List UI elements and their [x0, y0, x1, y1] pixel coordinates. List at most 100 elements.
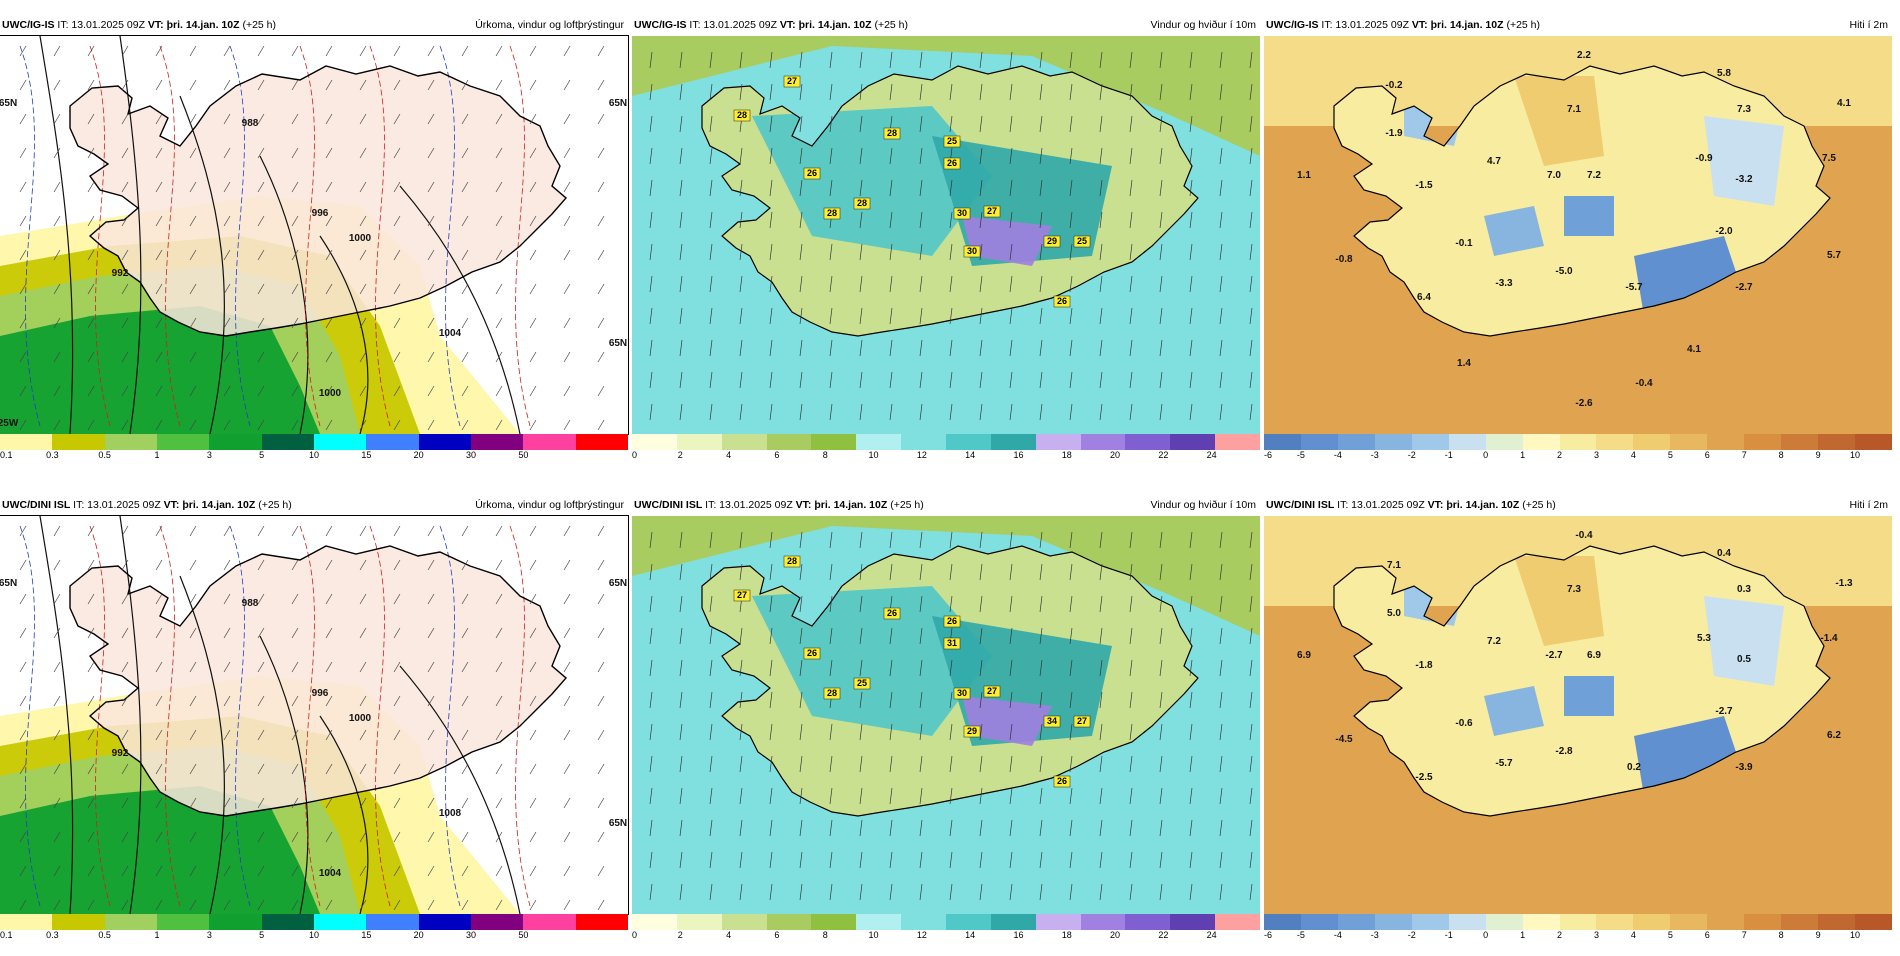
wind-arrow — [709, 83, 713, 101]
color-scale-swatch — [1781, 914, 1819, 930]
wind-barb — [529, 729, 537, 741]
temperature-label: -0.9 — [1695, 153, 1713, 164]
color-scale-label: 0 — [632, 930, 638, 940]
wind-barb — [223, 559, 231, 571]
color-scale-label: 6 — [1704, 930, 1710, 940]
wind-arrow — [859, 83, 863, 101]
temperature-contour — [19, 525, 41, 907]
wind-arrow — [919, 883, 923, 901]
wind-barb — [597, 661, 605, 673]
wind-barb — [189, 797, 197, 809]
wind-arrow — [1249, 115, 1253, 133]
wind-barb — [325, 729, 333, 741]
wind-barb — [257, 865, 265, 877]
panel-header: UWC/DINI ISL IT: 13.01.2025 09Z VT: þri.… — [1264, 496, 1892, 515]
wind-barb — [597, 525, 605, 537]
wind-barb — [19, 181, 27, 193]
color-scale-label: -6 — [1264, 450, 1273, 460]
forecast-panel: UWC/DINI ISL IT: 13.01.2025 09Z VT: þri.… — [632, 496, 1261, 956]
wind-barb — [495, 147, 503, 159]
wind-barb — [495, 113, 503, 125]
wind-barb — [291, 797, 299, 809]
wind-barb — [597, 249, 605, 261]
cold-area — [1704, 116, 1784, 206]
wind-label-box — [853, 197, 871, 210]
wind-arrow — [859, 595, 863, 613]
wind-barb — [189, 147, 197, 159]
wind-arrow — [919, 243, 923, 261]
wind-arrow — [799, 595, 803, 613]
wind-arrow — [919, 755, 923, 773]
wind-barb — [189, 763, 197, 775]
color-scale-label: 7 — [1741, 450, 1747, 460]
wind-arrow — [1219, 83, 1223, 101]
grid-label: 65N — [0, 578, 17, 589]
wind-barb — [563, 797, 571, 809]
model-name: UWC/DINI ISL — [634, 499, 703, 511]
wind-arrow — [769, 275, 773, 293]
wind-barb — [597, 831, 605, 843]
wind-arrow — [1039, 51, 1043, 69]
color-scale-label: 5 — [259, 930, 265, 940]
wind-arrow — [1159, 211, 1163, 229]
grid-label: 65N — [609, 98, 627, 109]
wind-barb — [19, 593, 27, 605]
wind-arrow — [829, 83, 833, 101]
wind-arrow — [769, 211, 773, 229]
wind-arrow — [1159, 883, 1163, 901]
wind-arrow — [1159, 723, 1163, 741]
wind-label-box — [953, 687, 971, 700]
wind-arrow — [649, 787, 653, 805]
wind-barb — [155, 113, 163, 125]
wind-arrow — [1039, 851, 1043, 869]
wind-arrow — [979, 819, 983, 837]
wind-arrow — [1189, 51, 1193, 69]
wind-label-box — [803, 167, 821, 180]
wind-barb — [19, 249, 27, 261]
wind-barb — [529, 215, 537, 227]
color-scale-swatch — [990, 914, 1037, 930]
wind-barb — [325, 351, 333, 363]
wind-barb — [359, 215, 367, 227]
wind-arrow — [1249, 147, 1253, 165]
wind-arrow — [1219, 627, 1223, 645]
wind-arrow — [799, 659, 803, 677]
wind-barb — [19, 831, 27, 843]
wind-arrow — [1069, 851, 1073, 869]
wind-barb — [223, 215, 231, 227]
color-scale-label: -5 — [1296, 450, 1305, 460]
wind-arrow — [1069, 659, 1073, 677]
color-scale-label: 5 — [1667, 450, 1673, 460]
wind-arrow — [949, 787, 953, 805]
wind-arrow — [889, 563, 893, 581]
wind-barb — [257, 385, 265, 397]
color-scale-label: 6 — [1704, 450, 1710, 460]
wind-arrow — [1039, 883, 1043, 901]
wind-barb — [359, 627, 367, 639]
wind-arrow — [739, 339, 743, 357]
wind-arrow — [1219, 211, 1223, 229]
wind-arrow — [1039, 307, 1043, 325]
wind-barb — [325, 79, 333, 91]
temperature-label: -0.8 — [1335, 254, 1353, 265]
wind-arrow — [1099, 403, 1103, 421]
wind-arrow — [679, 691, 683, 709]
wind-arrow — [1189, 147, 1193, 165]
initial-time: IT: 13.01.2025 09Z — [702, 499, 796, 511]
map-area: -0.4 0.4 7.1 -1.3 5.0 7.3 0.3 6.9 7.2 -2.7 6.9 5.3 -… — [1264, 516, 1892, 914]
wind-barb — [427, 525, 435, 537]
wind-label-box — [1073, 715, 1091, 728]
isobar — [119, 36, 142, 434]
wind-arrow — [1189, 627, 1193, 645]
wind-barb — [529, 351, 537, 363]
wind-arrow — [1219, 371, 1223, 389]
wind-barb — [53, 113, 61, 125]
wind-arrow — [679, 51, 683, 69]
temperature-label: 7.2 — [1487, 636, 1501, 647]
temperature-label: -5.7 — [1495, 758, 1513, 769]
wind-arrow — [799, 787, 803, 805]
color-scale-label: 10 — [308, 930, 320, 940]
color-scale-label: 6 — [774, 930, 780, 940]
wind-barb — [257, 593, 265, 605]
wind-barb — [223, 419, 231, 431]
